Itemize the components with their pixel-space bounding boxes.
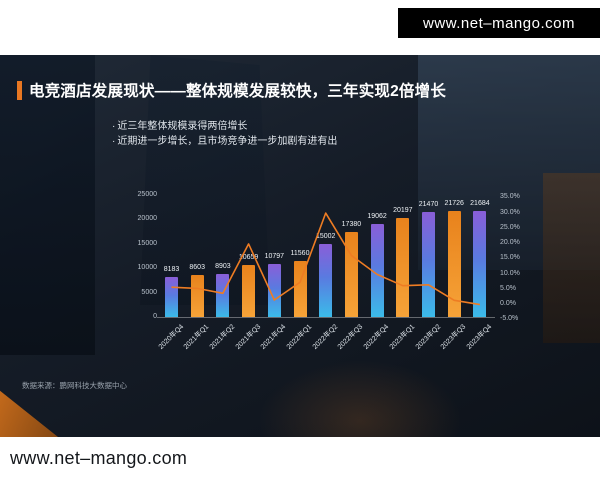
y-axis-tick-left: 5000 xyxy=(141,288,157,296)
bar xyxy=(216,273,230,317)
y-axis-tick-right: -5.0% xyxy=(500,315,519,323)
data-source: 数据来源：鹏网科技大数据中心 xyxy=(22,381,127,390)
x-axis-label: 2022年Q4 xyxy=(362,323,391,351)
y-axis-tick-right: 5.0% xyxy=(500,284,516,292)
x-axis-label: 2021年Q1 xyxy=(183,323,211,351)
x-axis-label: 2023年Q2 xyxy=(414,323,442,351)
y-axis-tick-right: 30.0% xyxy=(500,208,520,216)
footer-bar: www.net–mango.com xyxy=(0,437,600,480)
title-accent-bar xyxy=(17,80,22,100)
bar-value-label: 17380 xyxy=(341,221,362,229)
x-axis-label: 2021年Q4 xyxy=(260,323,288,351)
x-axis-label: 2021年Q3 xyxy=(234,323,262,351)
y-axis-tick-right: 10.0% xyxy=(500,269,520,277)
x-axis-label: 2022年Q3 xyxy=(337,323,365,351)
y-axis-tick-right: 25.0% xyxy=(500,223,520,231)
bar xyxy=(267,264,281,317)
bar-value-label: 21684 xyxy=(470,200,490,208)
x-axis-label: 2021年Q2 xyxy=(208,323,237,351)
top-url-text: www.net–mango.com xyxy=(423,14,575,32)
bar xyxy=(473,211,487,317)
y-axis-tick-left: 20000 xyxy=(137,215,157,223)
x-axis-label: 2020年Q4 xyxy=(157,323,185,351)
slide: 电竞酒店发展现状——整体规模发展较快，三年实现2倍增长 近三年整体规模录得两倍增… xyxy=(0,55,600,437)
bar xyxy=(396,218,410,317)
bullet-item: 近三年整体规模录得两倍增长 xyxy=(112,119,337,134)
x-axis-label: 2023年Q3 xyxy=(440,323,468,351)
top-url-badge: www.net–mango.com xyxy=(398,8,600,38)
bar xyxy=(370,223,384,317)
x-axis-label: 2022年Q2 xyxy=(311,323,340,351)
y-axis-tick-left: 25000 xyxy=(137,191,157,198)
bar xyxy=(165,277,178,317)
bar-value-label: 8903 xyxy=(215,262,231,270)
footer-url: www.net–mango.com xyxy=(10,448,188,468)
bar-value-label: 15002 xyxy=(315,232,336,240)
bar xyxy=(344,232,358,317)
y-axis-tick-right: 0.0% xyxy=(500,300,516,307)
y-axis-tick-right: 20.0% xyxy=(500,239,520,246)
bar xyxy=(319,243,333,317)
slide-title: 电竞酒店发展现状——整体规模发展较快，三年实现2倍增长 xyxy=(29,83,447,100)
bar-value-label: 11560 xyxy=(290,249,310,257)
bar-value-label: 20197 xyxy=(393,207,413,215)
bar xyxy=(190,275,204,317)
x-axis-label: 2022年Q1 xyxy=(285,323,314,351)
title-row: 电竞酒店发展现状——整体规模发展较快，三年实现2倍增长 xyxy=(17,79,446,101)
bar xyxy=(293,260,307,317)
y-axis-tick-left: 0 xyxy=(153,313,157,320)
x-axis-label: 2023年Q4 xyxy=(465,323,494,351)
bar xyxy=(422,212,435,317)
bar xyxy=(447,210,461,317)
y-axis-tick-right: 35.0% xyxy=(500,193,520,201)
x-axis-line xyxy=(157,317,495,318)
bullet-item: 近期进一步增长，且市场竞争进一步加剧有进有出 xyxy=(112,134,337,149)
y-axis-tick-right: 15.0% xyxy=(500,254,520,262)
y-axis-tick-left: 15000 xyxy=(137,239,157,247)
bar xyxy=(242,264,256,317)
x-axis-label: 2023年Q1 xyxy=(388,323,417,351)
bullet-list: 近三年整体规模录得两倍增长近期进一步增长，且市场竞争进一步加剧有进有出 xyxy=(112,119,337,149)
